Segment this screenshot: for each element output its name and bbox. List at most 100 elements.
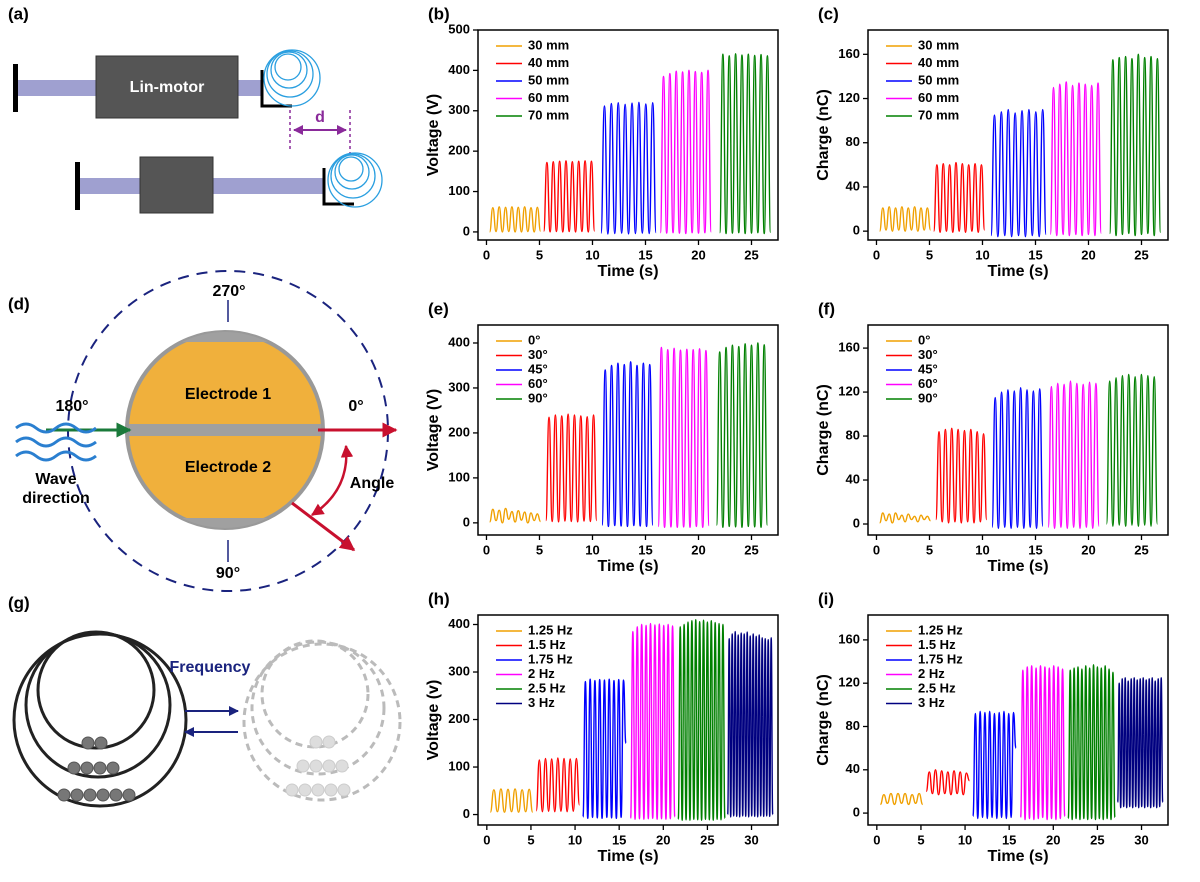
legend-label: 2.5 Hz (528, 680, 566, 695)
x-tick-label: 25 (1134, 247, 1148, 262)
panel-a: (a) Lin-motor d (8, 4, 383, 214)
series-line (545, 413, 598, 523)
x-tick-label: 30 (1134, 832, 1148, 847)
x-tick-label: 0 (483, 832, 490, 847)
y-axis-label: Charge (nC) (815, 674, 832, 766)
y-axis-label: Voltage (V) (425, 94, 442, 176)
balls (57, 736, 136, 802)
y-tick-label: 0 (853, 805, 860, 820)
panel-label: (i) (818, 589, 834, 608)
legend-label: 2 Hz (918, 666, 945, 681)
series-line (659, 69, 712, 235)
series-line (991, 386, 1044, 530)
x-tick-label: 20 (656, 832, 670, 847)
angle-text: Angle (350, 475, 395, 492)
series-line (600, 101, 657, 235)
x-tick-label: 0 (483, 247, 490, 262)
series-line (879, 792, 924, 806)
x-tick-label: 5 (536, 542, 543, 557)
series-line (543, 160, 596, 233)
x-axis-label: Time (s) (597, 263, 658, 280)
series-line (925, 769, 970, 796)
holder (260, 70, 292, 108)
legend-label: 90° (918, 390, 938, 405)
series-line (1109, 53, 1162, 237)
series-line (715, 342, 769, 529)
y-tick-label: 400 (448, 62, 470, 77)
legend-label: 45° (528, 361, 548, 376)
x-tick-label: 20 (1081, 542, 1095, 557)
y-tick-label: 40 (846, 761, 860, 776)
x-tick-label: 0 (873, 247, 880, 262)
angle-label: 270° (212, 283, 245, 300)
angle-label: 180° (55, 398, 88, 415)
legend-label: 90° (528, 390, 548, 405)
series-line (488, 507, 541, 524)
legend-label: 1.25 Hz (918, 622, 963, 637)
angle-label: 0° (348, 398, 363, 415)
panel-label: (e) (428, 299, 449, 318)
legend-label: 70 mm (918, 107, 959, 122)
x-tick-label: 0 (873, 542, 880, 557)
legend-label: 1.5 Hz (528, 637, 566, 652)
y-tick-label: 100 (448, 183, 470, 198)
x-axis-label: Time (s) (597, 848, 658, 865)
wave-label: direction (22, 490, 90, 507)
legend-label: 3 Hz (918, 695, 945, 710)
legend-label: 30 mm (918, 37, 959, 52)
plot-frame (477, 324, 779, 536)
y-tick-label: 0 (853, 515, 860, 530)
x-tick-label: 15 (612, 832, 626, 847)
panel-g: (g) Frequency (8, 593, 402, 808)
series-line (878, 512, 931, 524)
x-axis-label: Time (s) (987, 263, 1048, 280)
y-tick-label: 80 (846, 134, 860, 149)
series-line (601, 361, 654, 528)
series-line (1047, 380, 1100, 530)
panel-label: (h) (428, 589, 450, 608)
series-line (719, 53, 772, 235)
x-tick-label: 25 (1090, 832, 1104, 847)
angle-label: 90° (216, 565, 240, 582)
legend-label: 70 mm (528, 107, 569, 122)
y-tick-label: 300 (448, 663, 470, 678)
waves (15, 422, 97, 462)
series-line (1117, 677, 1164, 809)
holder (322, 168, 354, 206)
y-tick-label: 120 (838, 384, 860, 399)
x-tick-label: 20 (1046, 832, 1060, 847)
legend-label: 2.5 Hz (918, 680, 956, 695)
y-tick-label: 200 (448, 711, 470, 726)
series-line (1105, 373, 1159, 527)
series-line (488, 206, 542, 233)
x-tick-label: 10 (585, 247, 599, 262)
x-tick-label: 0 (873, 832, 880, 847)
x-tick-label: 10 (585, 542, 599, 557)
x-tick-label: 30 (744, 832, 758, 847)
plot-frame (867, 29, 1169, 241)
y-tick-label: 0 (853, 223, 860, 238)
series-line (677, 619, 726, 821)
y-tick-label: 300 (448, 102, 470, 117)
series-line (1067, 664, 1116, 821)
plot-frame (867, 324, 1169, 536)
legend-label: 60 mm (528, 90, 569, 105)
gap (129, 424, 321, 436)
y-axis-label: Charge (nC) (815, 384, 832, 476)
y-tick-label: 100 (448, 758, 470, 773)
legend-label: 60 mm (918, 90, 959, 105)
legend-label: 45° (918, 361, 938, 376)
chart: (c) 0 5 10 15 20 25 0 40 80 120 160 30 mm 40 mm 50 mm 6… (815, 4, 1169, 280)
y-tick-label: 500 (448, 21, 470, 36)
legend-label: 50 mm (918, 72, 959, 87)
y-tick-label: 400 (448, 334, 470, 349)
panel-d: (d) Electrode 1 Electrode 2 270° 180° 0°… (8, 270, 398, 592)
y-tick-label: 40 (846, 178, 860, 193)
panel-label: (f) (818, 299, 835, 318)
panel-label: (b) (428, 4, 450, 23)
stopper (75, 162, 80, 210)
x-tick-label: 10 (958, 832, 972, 847)
wave-label: Wave (35, 471, 76, 488)
